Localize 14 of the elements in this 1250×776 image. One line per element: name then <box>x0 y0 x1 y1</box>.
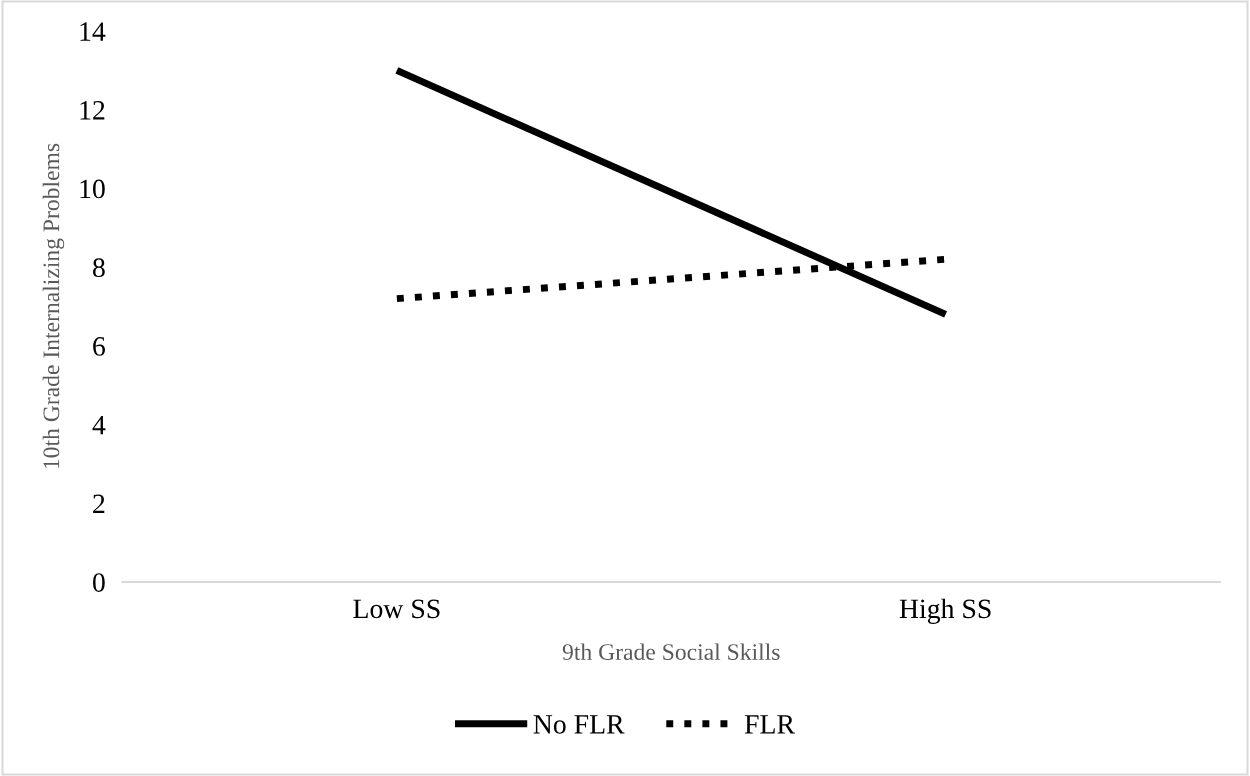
y-axis-title: 10th Grade Internalizing Problems <box>42 143 65 469</box>
y-tick-label: 2 <box>93 494 105 513</box>
y-tick-label: 12 <box>80 100 105 120</box>
y-tick-label: 0 <box>93 573 105 592</box>
y-tick-label: 8 <box>93 258 105 278</box>
legend-label: No FLR <box>533 715 625 734</box>
y-tick-label: 10 <box>80 179 105 199</box>
y-tick-label: 14 <box>80 22 106 41</box>
y-tick-label: 4 <box>92 415 106 435</box>
legend-label: FLR <box>744 715 795 734</box>
x-axis-title: 9th Grade Social Skills <box>562 643 780 660</box>
x-tick-label: High SS <box>899 598 991 624</box>
x-tick-label: Low SS <box>353 599 440 619</box>
y-tick-label: 6 <box>93 337 105 356</box>
